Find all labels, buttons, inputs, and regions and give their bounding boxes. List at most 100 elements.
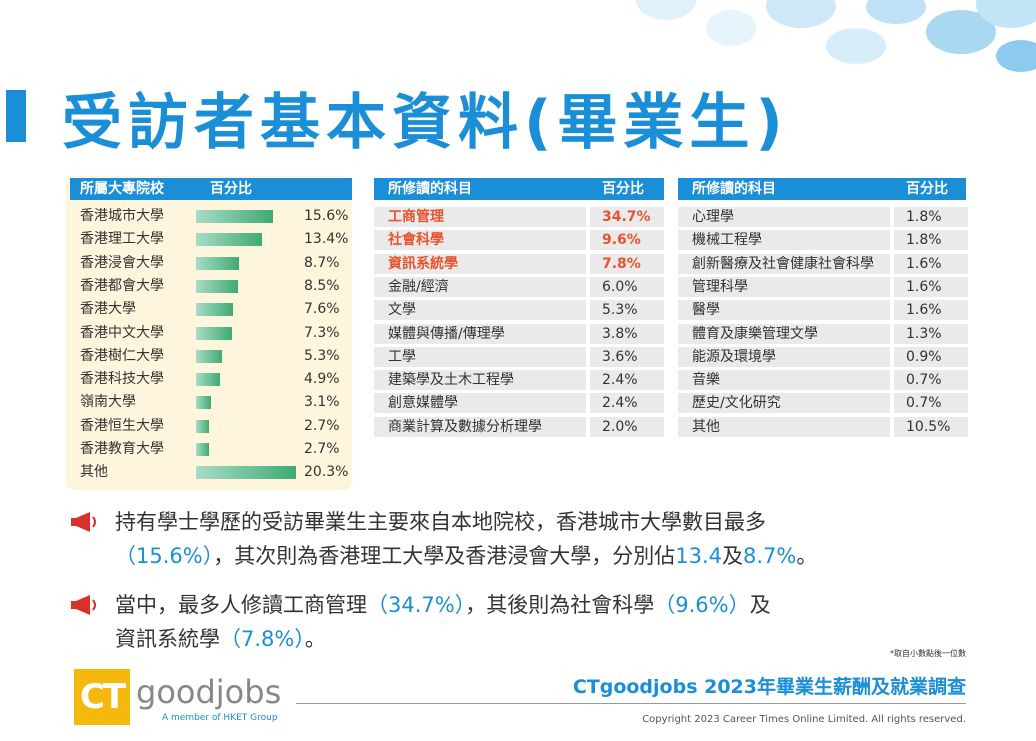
- subject-name: 音樂: [678, 370, 890, 391]
- school-name: 香港中文大學: [80, 324, 164, 341]
- footnote: *取自小數點後一位數: [890, 649, 966, 658]
- table-row: 資訊系統學 7.8%: [374, 253, 664, 274]
- table-row: 香港教育大學 2.7%: [76, 439, 352, 459]
- subject-name: 社會科學: [374, 230, 586, 251]
- subject-name: 媒體與傳播/傳理學: [374, 323, 586, 344]
- table-row: 香港恒生大學 2.7%: [76, 416, 352, 436]
- school-name: 其他: [80, 464, 108, 481]
- table-row: 管理科學 1.6%: [678, 276, 968, 297]
- school-bar: [196, 210, 273, 223]
- table-row: 嶺南大學 3.1%: [76, 392, 352, 412]
- bullet-1-and: 及: [721, 544, 743, 568]
- school-name: 香港浸會大學: [80, 254, 164, 271]
- subject-pct: 0.7%: [894, 370, 968, 391]
- logo-ct-box: CT: [74, 669, 130, 725]
- bullet-2-end: 。: [304, 627, 326, 651]
- school-pct: 8.5%: [304, 277, 340, 294]
- logo-wordmark: goodjobs: [136, 673, 282, 711]
- table-row: 歷史/文化研究 0.7%: [678, 393, 968, 414]
- subject-pct: 5.3%: [590, 300, 664, 321]
- subject-pct: 0.9%: [894, 346, 968, 367]
- school-pct: 2.7%: [304, 441, 340, 457]
- school-bar: [196, 396, 212, 410]
- subject-pct: 2.0%: [590, 416, 664, 437]
- subject-pct: 1.6%: [894, 300, 968, 321]
- subject-name: 能源及環境學: [678, 346, 890, 367]
- school-pct: 15.6%: [304, 208, 349, 224]
- table-row: 創新醫療及社會健康社會科學 1.6%: [678, 253, 968, 274]
- school-name: 香港理工大學: [80, 231, 164, 248]
- school-pct: 3.1%: [304, 394, 340, 411]
- bullet-1-value-3: 8.7%: [742, 544, 797, 568]
- decorative-dots: [616, 0, 1036, 80]
- subject-pct: 1.6%: [894, 276, 968, 297]
- subject-pct: 34.7%: [590, 207, 664, 227]
- school-pct: 7.6%: [304, 301, 340, 318]
- school-pct: 5.3%: [304, 347, 340, 364]
- subject-pct: 1.3%: [894, 323, 968, 344]
- school-bar: [196, 349, 223, 363]
- subject-name: 工學: [374, 346, 586, 367]
- subject-pct: 1.8%: [894, 230, 968, 251]
- subject-pct: 1.6%: [894, 253, 968, 274]
- subject-pct: 2.4%: [590, 370, 664, 391]
- school-bar: [196, 373, 221, 387]
- table-row: 香港科技大學 4.9%: [76, 369, 352, 389]
- title-accent-bar: [6, 90, 26, 142]
- subject-name: 工商管理: [374, 207, 586, 227]
- subject1-header-pct: 百分比: [602, 181, 644, 197]
- school-bar: [196, 443, 210, 456]
- subject-table-2-header: 所修讀的科目 百分比: [678, 178, 966, 200]
- table-row: 金融/經濟 6.0%: [374, 276, 664, 297]
- school-bar: [196, 466, 296, 480]
- table-row: 體育及康樂管理文學 1.3%: [678, 323, 968, 344]
- school-pct: 2.7%: [304, 417, 340, 434]
- bullet-2-text-1: 當中，最多人修讀工商管理: [115, 593, 367, 617]
- table-row: 香港浸會大學 8.7%: [76, 253, 352, 273]
- bullet-1-value-1: （15.6%）: [115, 544, 214, 568]
- subject-name: 建築學及土木工程學: [374, 370, 586, 391]
- subject-name: 機械工程學: [678, 230, 890, 251]
- table-row: 香港樹仁大學 5.3%: [76, 346, 352, 366]
- subject-pct: 1.8%: [894, 207, 968, 227]
- school-name: 香港科技大學: [80, 371, 164, 388]
- table-row: 能源及環境學 0.9%: [678, 346, 968, 367]
- subject-pct: 7.8%: [590, 253, 664, 274]
- bullet-1-text: ，其次則為香港理工大學及香港浸會大學，分別佔: [213, 544, 676, 568]
- bullet-2-value-2: （9.6%）: [654, 593, 750, 617]
- subject-name: 商業計算及數據分析理學: [374, 416, 586, 437]
- table-row: 商業計算及數據分析理學 2.0%: [374, 416, 664, 437]
- bullet-2-text-2: ，其後則為社會科學: [465, 593, 655, 617]
- school-name: 香港恒生大學: [80, 417, 164, 434]
- footer-divider: [296, 703, 966, 704]
- school-pct: 8.7%: [304, 254, 340, 271]
- subject-pct: 6.0%: [590, 276, 664, 297]
- bullet-1-value-2: 13.4: [675, 544, 722, 568]
- table-row: 香港都會大學 8.5%: [76, 276, 352, 296]
- school-bar: [196, 233, 262, 247]
- table-row: 社會科學 9.6%: [374, 230, 664, 251]
- survey-title: CTgoodjobs 2023年畢業生薪酬及就業調查: [572, 676, 966, 698]
- school-table-header: 所屬大專院校 百分比: [70, 178, 352, 200]
- table-row: 創意媒體學 2.4%: [374, 393, 664, 414]
- school-pct: 13.4%: [304, 231, 349, 248]
- bullet-1-end: 。: [796, 544, 818, 568]
- table-row: 香港理工大學 13.4%: [76, 229, 352, 249]
- school-bar: [196, 303, 234, 317]
- bullet-2-value-1: （34.7%）: [367, 593, 466, 617]
- table-row: 音樂 0.7%: [678, 370, 968, 391]
- table-row: 工學 3.6%: [374, 346, 664, 367]
- bullet-point-2: 當中，最多人修讀工商管理（34.7%），其後則為社會科學（9.6%）及 資訊系統…: [70, 588, 771, 656]
- table-row: 心理學 1.8%: [678, 207, 968, 227]
- subject2-header-name: 所修讀的科目: [692, 181, 776, 197]
- school-header-name: 所屬大專院校: [80, 181, 164, 197]
- subject-name: 醫學: [678, 300, 890, 321]
- school-name: 香港大學: [80, 301, 136, 318]
- school-name: 香港樹仁大學: [80, 347, 164, 364]
- table-row: 其他 20.3%: [76, 462, 352, 482]
- subject-table-1-header: 所修讀的科目 百分比: [374, 178, 664, 200]
- school-bar: [196, 419, 210, 433]
- school-pct: 20.3%: [304, 464, 349, 481]
- subject-pct: 10.5%: [894, 416, 968, 437]
- table-row: 醫學 1.6%: [678, 300, 968, 321]
